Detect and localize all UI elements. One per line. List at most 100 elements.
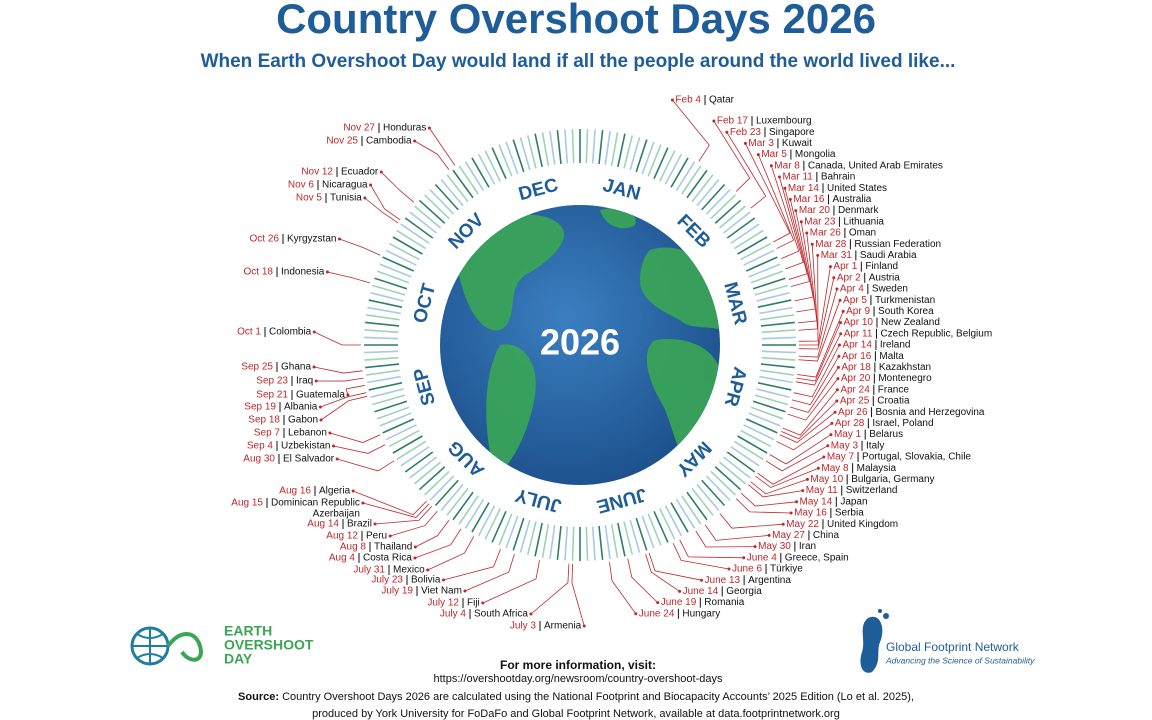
entry-date: June 4 (747, 552, 777, 563)
entry-country: Nicaragua (322, 180, 368, 191)
entry-country: Montenegro (878, 373, 932, 384)
entry-country: Finland (865, 261, 898, 272)
entry-country: Denmark (838, 205, 880, 216)
entry-date: June 19 (661, 597, 697, 608)
leader-line (795, 333, 842, 386)
entry-country: Lithuania (843, 216, 884, 227)
entry-country: China (813, 530, 840, 541)
ring-tick (591, 129, 596, 164)
ring-tick (534, 133, 543, 168)
ring-tick (429, 189, 455, 215)
entry-country: Qatar (709, 95, 735, 106)
entry-country: Bolivia (411, 575, 441, 586)
entry-date: Apr 26 (838, 407, 868, 418)
ring-tick (365, 321, 400, 327)
entry-country: Iraq (296, 376, 313, 387)
eod-logo: EARTH OVERSHOOT DAY (130, 623, 314, 667)
leader-line (415, 520, 450, 548)
leader-dot (835, 399, 839, 403)
ring-tick (745, 418, 778, 434)
leader-line (796, 311, 844, 378)
entry-country: Indonesia (281, 267, 325, 278)
entry-country: Japan (840, 496, 867, 507)
entry-date: Sep 19 (244, 402, 276, 413)
entry-date: June 24 (639, 608, 675, 619)
leader-dot (830, 421, 834, 425)
ring-tick (564, 526, 569, 561)
ring-tick (760, 363, 795, 369)
entry-date: May 30 (758, 541, 791, 552)
ring-tick (718, 461, 746, 485)
leader-line (782, 389, 838, 436)
ring-tick (754, 284, 788, 296)
ring-tick (491, 147, 507, 180)
leader-dot (789, 511, 793, 515)
entry-country: Lebanon (288, 428, 327, 439)
leader-line (798, 255, 819, 342)
leader-line (798, 244, 818, 331)
leader-line (530, 563, 570, 615)
entry-country: Belarus (869, 429, 903, 440)
entry-date: Oct 18 (244, 267, 274, 278)
ring-tick (404, 451, 434, 473)
ring-tick (737, 435, 768, 454)
ring-tick (364, 336, 399, 340)
leader-line (779, 176, 804, 270)
ring-tick (710, 470, 736, 496)
entry-date: Nov 5 (296, 193, 323, 204)
ring-tick (759, 306, 793, 315)
leader-dot (369, 183, 373, 187)
ring-tick (564, 129, 569, 164)
leader-line (414, 140, 450, 170)
leader-line (316, 377, 364, 382)
leader-line (443, 548, 501, 581)
ring-tick (760, 369, 795, 376)
entry-date: Aug 30 (243, 454, 275, 465)
entry-date: Apr 16 (842, 351, 872, 362)
ring-tick (629, 137, 641, 171)
entry-country: France (878, 384, 910, 395)
ring-tick (379, 412, 412, 427)
entry-country: Costa Rica (363, 553, 412, 564)
ring-tick (585, 129, 589, 164)
entry-date: May 27 (772, 530, 805, 541)
ring-tick (761, 356, 796, 361)
entry-date: Mar 31 (821, 250, 853, 261)
ring-tick (464, 498, 485, 529)
ring-tick (714, 199, 742, 224)
leader-dot (312, 365, 316, 369)
entry-country: Brazil (347, 519, 372, 530)
entry-country: Cambodia (366, 136, 412, 147)
ring-tick (726, 451, 756, 473)
leader-dot (678, 589, 682, 593)
toe (883, 613, 889, 619)
ring-tick (743, 249, 775, 266)
leader-dot (319, 418, 323, 422)
leader-dot (805, 477, 809, 481)
leader-line (796, 322, 841, 382)
leader-dot (783, 186, 787, 190)
entry-country: Greece, Spain (785, 552, 849, 563)
ring-tick (549, 130, 556, 165)
ring-tick (571, 129, 575, 164)
month-label: APR (720, 364, 751, 408)
ring-tick (691, 487, 714, 516)
ring-tick (653, 510, 669, 543)
leader-line (748, 484, 803, 498)
ring-tick (505, 515, 519, 549)
ring-tick (710, 194, 736, 220)
entry-date: Feb 17 (717, 116, 749, 127)
ring-tick (512, 517, 525, 551)
ring-tick (379, 263, 412, 278)
entry-date: Aug 8 (340, 542, 367, 553)
ring-tick (404, 217, 434, 239)
entry-country: Italy (866, 440, 884, 451)
ring-tick (526, 521, 537, 555)
entry-country: Malta (879, 351, 904, 362)
entry-country: Dominican Republic (271, 498, 360, 509)
entry-country: Australia (832, 194, 871, 205)
ring-tick (752, 400, 786, 413)
leader-dot (325, 270, 329, 274)
entry-date: Mar 5 (761, 149, 787, 160)
